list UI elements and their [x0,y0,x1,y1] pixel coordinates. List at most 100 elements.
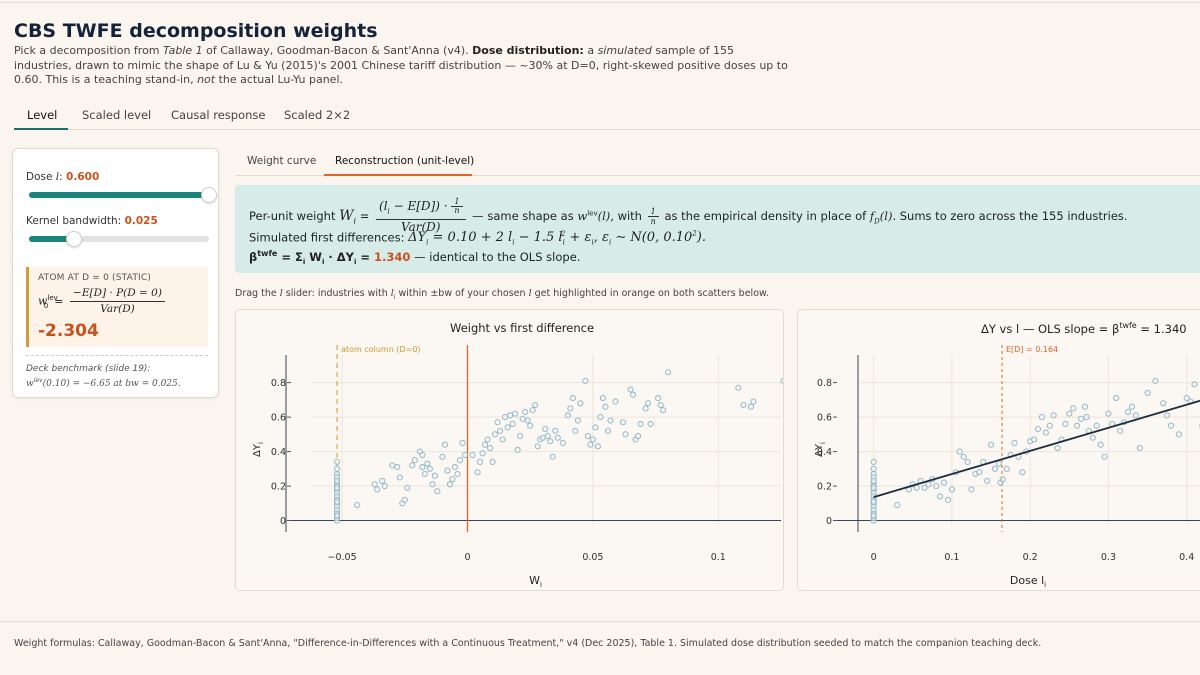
data-point [870,477,877,484]
data-point [334,458,341,465]
data-point [602,403,609,410]
tab-scaled-level[interactable]: Scaled level [82,108,152,122]
data-point [487,445,494,452]
data-point [334,517,341,524]
data-point [429,481,436,488]
data-point [426,465,433,472]
data-point [519,415,526,422]
atom-header: ATOM AT D = 0 (STATIC) [38,273,152,283]
data-point [1089,434,1096,441]
data-point [976,469,983,476]
data-point [657,401,664,409]
dose-slider-handle[interactable] [201,187,217,203]
bandwidth-slider-handle[interactable] [66,231,82,247]
data-point [334,484,341,491]
data-point [502,414,509,421]
data-point [434,488,441,495]
data-point [544,433,551,440]
data-point [334,477,341,484]
x-tick-label: 0.3 [1101,552,1116,563]
data-point [1019,469,1026,476]
x-tick-label: 0 [464,552,470,563]
data-point [629,391,637,398]
data-point [642,405,649,412]
data-point [1077,415,1085,422]
data-point [655,395,662,402]
bandwidth-slider[interactable] [29,231,209,247]
subtab-weight-curve[interactable]: Weight curve [247,155,317,167]
data-point [991,465,999,472]
data-point [497,427,504,434]
dose-slider-fill [29,192,209,198]
x-tick-label: 0.1 [711,552,726,563]
dose-label: Dose l: 0.600 [26,171,100,183]
subtab-reconstruction[interactable]: Reconstruction (unit-level) [335,155,475,167]
data-point [870,512,877,519]
chart-title: Weight vs first difference [450,321,595,335]
data-point [1070,405,1077,412]
formula-weight: Per-unit weight Wi = (li − E[D]) · 1 n Var… [249,197,1128,235]
footer-divider [0,621,1200,622]
data-point [411,457,418,464]
dose-slider[interactable] [29,187,217,203]
data-point [1101,453,1108,460]
x-tick-label: 0.4 [1179,552,1194,563]
deck-benchmark: Deck benchmark (slide 19): wlev(0.10) = −… [26,364,181,389]
data-point [409,462,416,469]
tab-causal-response[interactable]: Causal response [171,108,266,122]
data-point [1066,410,1073,417]
active-tab-underline [14,128,68,130]
data-point [539,434,546,441]
y-tick-label: 0.2 [817,482,832,493]
data-point [1083,414,1090,421]
atom-column-label: atom column (D=0) [341,345,420,354]
data-point [948,486,955,493]
footnote: Weight formulas: Callaway, Goodman-Bacon… [14,638,1042,649]
data-point [604,427,611,434]
data-point [1105,410,1112,417]
control-panel: Dose l: 0.600 Kernel bandwidth: 0.025 AT… [12,148,219,398]
data-point [921,484,928,491]
y-tick-label: 0 [280,516,286,527]
data-point [474,469,481,476]
y-tick-label: 0.4 [817,447,832,458]
data-point [1132,412,1139,419]
bandwidth-label: Kernel bandwidth: 0.025 [26,215,158,227]
data-point [574,417,581,424]
data-point [449,476,456,483]
data-point [559,439,566,446]
data-point [456,457,464,464]
y-tick-label: 0.6 [817,413,832,424]
data-point [960,453,967,460]
data-point [522,408,529,415]
data-point [389,462,396,469]
dose-scatter-chart: 0 0.1 0.2 0.3 0.4 0 0.2 0.4 0.6 0.8 Dose li ΔYi E[D]… [814,345,1200,589]
data-point [1038,414,1045,421]
data-point [1046,422,1053,429]
data-point [1117,427,1124,434]
data-point [944,496,952,503]
data-point [489,458,496,465]
data-point [572,427,579,434]
data-point [469,451,476,459]
data-point [987,441,995,448]
data-point [419,464,426,471]
data-point [534,443,541,450]
x-tick-label: 0.05 [582,552,603,563]
data-point [1003,465,1010,472]
data-point [870,498,877,505]
data-point [577,400,584,407]
data-point [334,465,341,472]
data-point [532,401,539,409]
data-point [740,401,747,409]
data-point [597,414,604,421]
data-point [549,453,556,460]
data-point [552,427,559,434]
data-point [1074,422,1081,429]
data-point [1113,395,1120,402]
data-point [1124,408,1132,415]
tab-scaled-2x2[interactable]: Scaled 2×2 [284,108,351,122]
data-point [627,386,634,393]
mean-dose-label: E[D] = 0.164 [1006,345,1058,354]
tab-level[interactable]: Level [27,108,58,122]
